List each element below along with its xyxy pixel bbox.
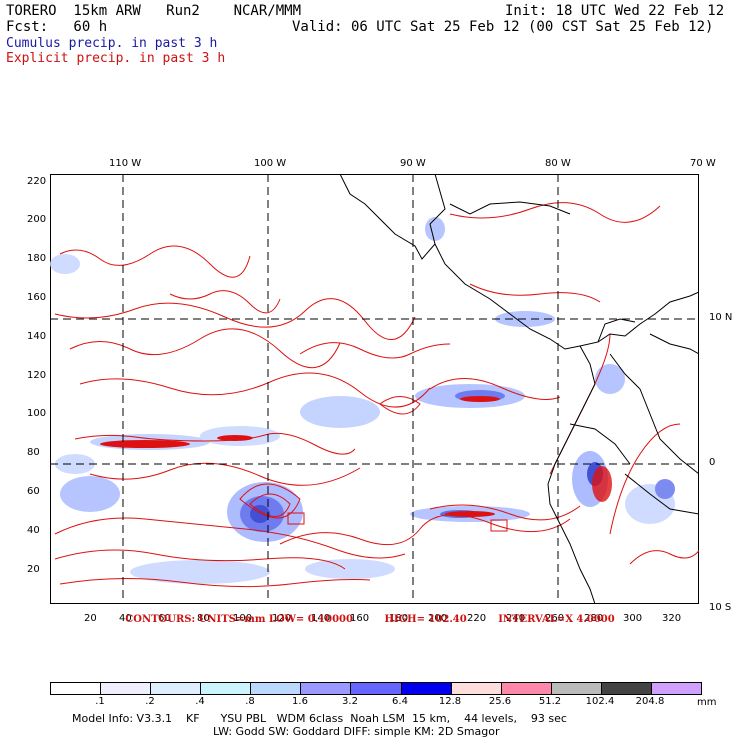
legend-label: 25.6 (488, 696, 512, 707)
y-tick: 100 (27, 408, 47, 419)
contour-interval: INTERVAL=X 4.0000 (498, 614, 615, 625)
x-tick: 20 (84, 613, 97, 624)
lat-label-0: 0 (709, 457, 716, 468)
y-tick: 80 (27, 447, 40, 458)
lat-label-10n: 10 N (709, 312, 733, 323)
lon-label-80w: 80 W (545, 158, 571, 169)
legend-swatch (350, 683, 401, 694)
physics-info-line: LW: Godd SW: Goddard DIFF: simple KM: 2D… (213, 725, 500, 738)
legend-label: 102.4 (585, 696, 615, 707)
x-tick: 180 (389, 613, 409, 624)
legend-label: .1 (95, 696, 105, 707)
legend-label: 1.6 (292, 696, 308, 707)
y-tick: 40 (27, 525, 40, 536)
explicit-legend-label: Explicit precip. in past 3 h (6, 51, 226, 66)
legend-label: 12.8 (438, 696, 462, 707)
legend-label: 3.2 (342, 696, 358, 707)
lon-label-100w: 100 W (254, 158, 287, 169)
legend-label: 204.8 (635, 696, 665, 707)
x-tick: 280 (584, 613, 604, 624)
y-tick: 180 (27, 253, 47, 264)
explicit-precip-contours (54, 202, 699, 588)
x-tick: 260 (545, 613, 565, 624)
cumulus-precip-shading (50, 217, 675, 584)
storm-box-marker (287, 512, 305, 525)
legend-swatch (450, 683, 501, 694)
legend-swatch (200, 683, 251, 694)
init-time: Init: 18 UTC Wed 22 Feb 12 (505, 3, 725, 19)
legend-label: .8 (245, 696, 255, 707)
lon-label-110w: 110 W (109, 158, 142, 169)
legend-swatch (51, 683, 101, 694)
contour-high: HIGH= 102.40 (384, 614, 467, 625)
lon-label-90w: 90 W (400, 158, 426, 169)
legend-swatch (650, 683, 702, 694)
legend-swatch (400, 683, 451, 694)
lat-label-10s: 10 S (709, 602, 732, 613)
legend-swatch (550, 683, 601, 694)
x-tick: 160 (350, 613, 370, 624)
legend-swatch (500, 683, 551, 694)
x-tick: 300 (623, 613, 643, 624)
y-tick: 60 (27, 486, 40, 497)
cumulus-legend-label: Cumulus precip. in past 3 h (6, 36, 218, 51)
model-title: TORERO 15km ARW Run2 NCAR/MMM (6, 3, 302, 19)
model-info-line: Model Info: V3.3.1 KF YSU PBL WDM 6class… (72, 712, 567, 725)
legend-label: 51.2 (538, 696, 562, 707)
y-tick: 160 (27, 292, 47, 303)
y-tick: 220 (27, 176, 47, 187)
legend-swatch (250, 683, 301, 694)
y-tick: 140 (27, 331, 47, 342)
y-tick: 20 (27, 564, 40, 575)
storm-box-marker (490, 519, 508, 532)
x-tick: 40 (119, 613, 132, 624)
x-tick: 140 (311, 613, 331, 624)
precip-color-legend (50, 682, 702, 695)
legend-label: 6.4 (392, 696, 408, 707)
contour-units: CONTOURS: UNITS=mm LOW= 0.10000 (125, 614, 353, 625)
x-tick: 200 (428, 613, 448, 624)
x-tick: 320 (662, 613, 682, 624)
forecast-hour: Fcst: 60 h (6, 19, 108, 35)
valid-time: Valid: 06 UTC Sat 25 Feb 12 (00 CST Sat … (292, 19, 714, 35)
precipitation-map (50, 174, 699, 604)
x-tick: 100 (233, 613, 253, 624)
contour-info: CONTOURS: UNITS=mm LOW= 0.10000 HIGH= 10… (0, 614, 740, 625)
x-tick: 220 (467, 613, 487, 624)
lat-lon-grid (50, 174, 699, 604)
x-tick: 240 (506, 613, 526, 624)
legend-swatch (600, 683, 651, 694)
legend-swatch (100, 683, 151, 694)
coastline (339, 174, 699, 604)
lon-label-70w: 70 W (690, 158, 716, 169)
legend-label: .2 (145, 696, 155, 707)
y-tick: 120 (27, 370, 47, 381)
x-tick: 80 (197, 613, 210, 624)
legend-swatch (150, 683, 201, 694)
y-tick: 200 (27, 214, 47, 225)
legend-label: .4 (195, 696, 205, 707)
legend-units: mm (697, 697, 717, 708)
map-frame (50, 174, 699, 604)
x-tick: 120 (272, 613, 292, 624)
legend-swatch (300, 683, 351, 694)
x-tick: 60 (158, 613, 171, 624)
